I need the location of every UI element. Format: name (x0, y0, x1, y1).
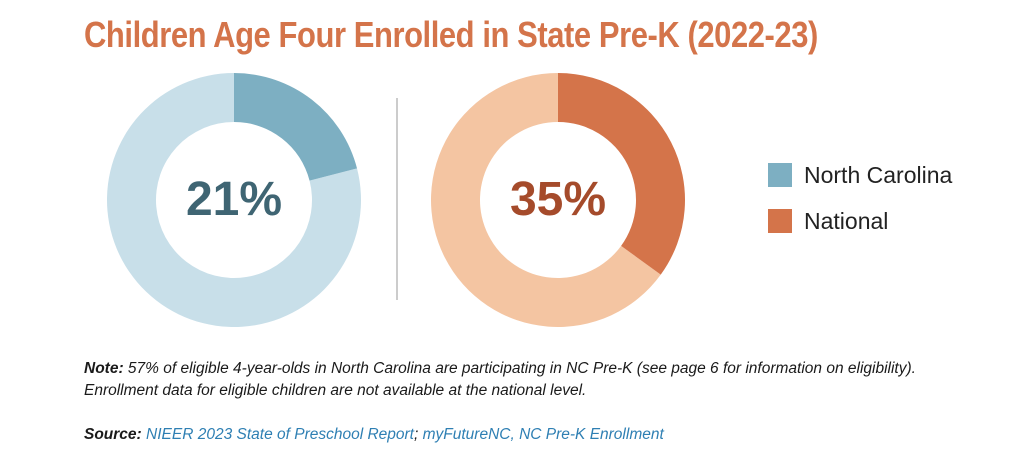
note: Note: 57% of eligible 4-year-olds in Nor… (84, 358, 984, 402)
source-link-nieer[interactable]: NIEER 2023 State of Preschool Report (146, 426, 414, 443)
donut-slice-nc-value (234, 73, 358, 181)
legend: North Carolina National (768, 160, 952, 252)
donut-slice-nc-remainder (107, 73, 361, 327)
legend-item-national: National (768, 206, 952, 236)
source-separator: ; (413, 426, 419, 443)
donut-slice-national-remainder (431, 73, 661, 327)
donut-slice-national-value (558, 73, 685, 275)
legend-swatch-national (768, 209, 792, 233)
source: Source: NIEER 2023 State of Preschool Re… (84, 426, 664, 444)
legend-item-north-carolina: North Carolina (768, 160, 952, 190)
legend-label-national: National (804, 207, 889, 234)
donut-north-carolina: 21% (107, 73, 361, 327)
legend-swatch-north-carolina (768, 163, 792, 187)
donut-label-national: 35% (510, 173, 606, 226)
source-lead: Source: (84, 426, 142, 443)
donut-national: 35% (431, 73, 685, 327)
donut-label-nc: 21% (186, 173, 282, 226)
note-text: 57% of eligible 4-year-olds in North Car… (84, 360, 916, 399)
legend-label-north-carolina: North Carolina (804, 161, 953, 188)
source-link-myfuturenc[interactable]: myFutureNC, NC Pre-K Enrollment (422, 426, 664, 443)
note-lead: Note: (84, 360, 124, 377)
chart-title: Children Age Four Enrolled in State Pre-… (84, 14, 818, 55)
